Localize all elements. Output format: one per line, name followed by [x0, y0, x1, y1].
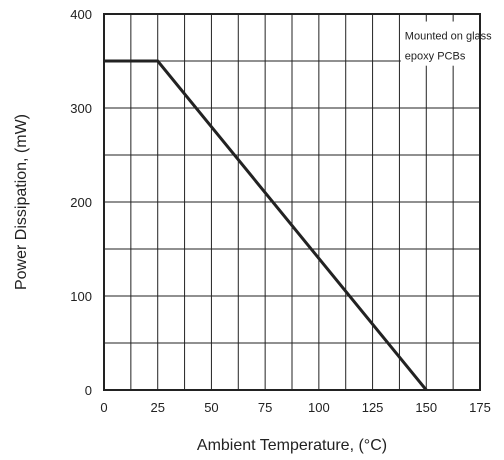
y-axis-label: Power Dissipation, (mW) [13, 114, 30, 290]
x-tick-label: 100 [308, 400, 330, 415]
x-tick-label: 150 [415, 400, 437, 415]
annotation-background [400, 21, 504, 66]
x-tick-label: 125 [362, 400, 384, 415]
x-axis-label: Ambient Temperature, (°C) [197, 437, 387, 454]
y-tick-label: 400 [70, 7, 92, 22]
plot-area-frame [103, 13, 481, 391]
x-tick-label: 0 [100, 400, 107, 415]
x-tick-label: 175 [469, 400, 491, 415]
power-derating-curve [104, 59, 428, 391]
x-axis-ticks: 0 25 50 75 100 125 150 175 [100, 400, 490, 415]
x-tick-label: 25 [150, 400, 164, 415]
y-tick-label: 100 [70, 289, 92, 304]
grid-lines [104, 14, 480, 390]
y-tick-label: 300 [70, 101, 92, 116]
x-tick-label: 50 [204, 400, 218, 415]
annotation-line-1: Mounted on glass [405, 31, 492, 43]
y-tick-label: 200 [70, 195, 92, 210]
x-tick-label: 75 [258, 400, 272, 415]
annotation-line-2: epoxy PCBs [405, 50, 466, 62]
y-tick-label: 0 [85, 383, 92, 398]
y-axis-ticks: 0 100 200 300 400 [70, 7, 92, 398]
